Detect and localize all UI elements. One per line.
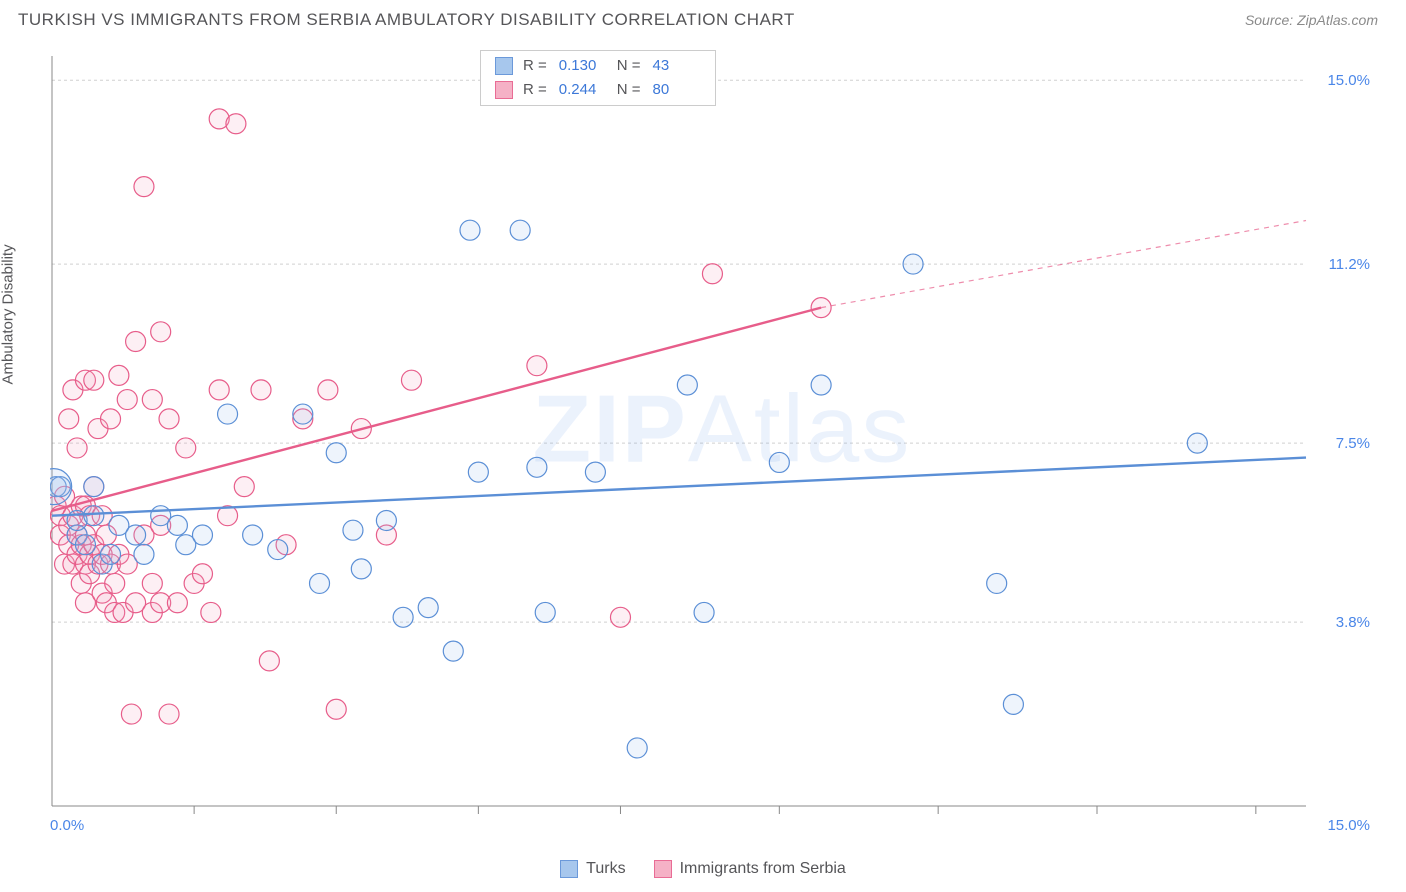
legend-label-serbia: Immigrants from Serbia: [680, 860, 846, 878]
r-label: R =: [523, 54, 547, 78]
n-label: N =: [617, 54, 641, 78]
svg-text:15.0%: 15.0%: [1327, 72, 1370, 89]
bottom-legend: Turks Immigrants from Serbia: [0, 860, 1406, 878]
swatch-turks: [495, 57, 513, 75]
n-value-serbia: 80: [653, 78, 701, 102]
stats-legend: R = 0.130 N = 43 R = 0.244 N = 80: [480, 50, 716, 106]
swatch-serbia: [654, 860, 672, 878]
svg-text:7.5%: 7.5%: [1336, 435, 1370, 452]
source-attribution: Source: ZipAtlas.com: [1245, 12, 1378, 28]
r-value-turks: 0.130: [559, 54, 607, 78]
legend-label-turks: Turks: [586, 860, 625, 878]
legend-item-serbia: Immigrants from Serbia: [654, 860, 846, 878]
scatter-plot-svg: 3.8% 7.5% 11.2% 15.0% 0.0% 15.0%: [50, 50, 1376, 832]
svg-text:0.0%: 0.0%: [50, 817, 84, 832]
y-axis-label: Ambulatory Disability: [0, 244, 17, 384]
swatch-turks: [560, 860, 578, 878]
r-label: R =: [523, 78, 547, 102]
n-label: N =: [617, 78, 641, 102]
chart-area: 3.8% 7.5% 11.2% 15.0% 0.0% 15.0%: [50, 50, 1376, 832]
legend-item-turks: Turks: [560, 860, 625, 878]
svg-text:15.0%: 15.0%: [1327, 817, 1370, 832]
svg-text:11.2%: 11.2%: [1329, 256, 1370, 273]
r-value-serbia: 0.244: [559, 78, 607, 102]
stats-row-serbia: R = 0.244 N = 80: [481, 78, 715, 102]
chart-title: TURKISH VS IMMIGRANTS FROM SERBIA AMBULA…: [18, 10, 795, 30]
svg-text:3.8%: 3.8%: [1336, 614, 1370, 631]
n-value-turks: 43: [653, 54, 701, 78]
swatch-serbia: [495, 81, 513, 99]
stats-row-turks: R = 0.130 N = 43: [481, 54, 715, 78]
